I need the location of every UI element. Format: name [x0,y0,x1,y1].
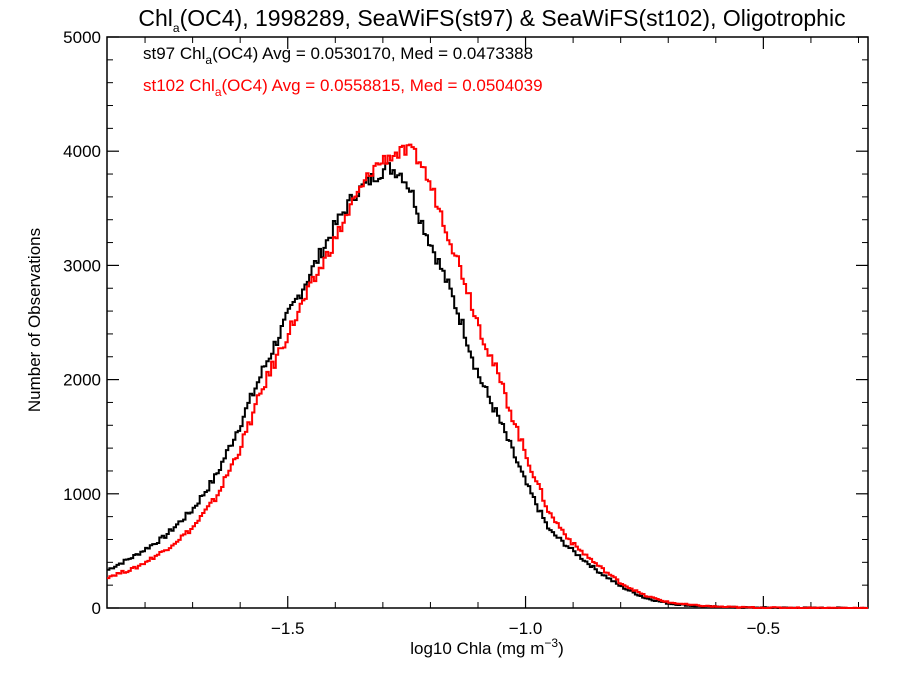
plot-frame [106,36,869,609]
x-axis-title-part: log10 Chla (mg m [410,639,544,658]
x-tick-label: −1.5 [271,619,305,638]
y-tick-label: 1000 [63,485,101,504]
legend-subscript: a [205,53,212,67]
chart-title-part: (OC4), 1998289, SeaWiFS(st97) & SeaWiFS(… [180,5,846,31]
y-axis-title: Number of Observations [25,228,44,412]
x-axis-title-superscript: −3 [544,636,558,650]
series-line-st102 [107,143,868,609]
y-tick-label: 4000 [63,142,101,161]
legend-text: (OC4) Avg = 0.0530170, Med = 0.0473388 [212,44,533,63]
y-tick-label: 5000 [63,28,101,47]
axis-ticks [107,36,868,609]
x-tick-label: −0.5 [747,619,781,638]
legend-text: (OC4) Avg = 0.0558815, Med = 0.0504039 [222,76,543,95]
series-group [107,143,868,609]
axis-tick-labels: −1.5 −1.0 −0.5 0 1000 2000 3000 4000 5000 [63,28,780,638]
y-tick-label: 0 [92,599,101,618]
x-axis-title: log10 Chla (mg m−3) [410,636,564,658]
series-line-st97 [107,162,868,609]
chart-title: Chla(OC4), 1998289, SeaWiFS(st97) & SeaW… [138,5,845,35]
y-tick-label: 2000 [63,371,101,390]
legend: st97 Chla(OC4) Avg = 0.0530170, Med = 0.… [143,44,543,99]
legend-subscript: a [215,85,222,99]
x-tick-label: −1.0 [509,619,543,638]
legend-entry-st102: st102 Chla(OC4) Avg = 0.0558815, Med = 0… [143,76,543,99]
x-axis-title-part: ) [558,639,564,658]
y-tick-label: 3000 [63,256,101,275]
legend-text: st102 Chl [143,76,215,95]
chart-title-subscript: a [173,21,180,35]
legend-text: st97 Chl [143,44,205,63]
chart-title-part: Chl [138,5,173,31]
legend-entry-st97: st97 Chla(OC4) Avg = 0.0530170, Med = 0.… [143,44,533,67]
